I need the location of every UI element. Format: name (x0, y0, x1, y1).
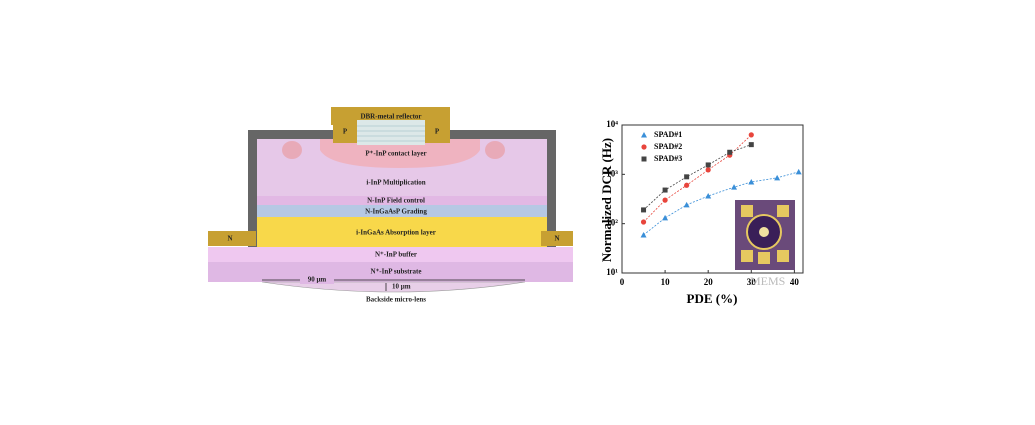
data-point (641, 207, 647, 213)
substrate-layer (208, 262, 573, 282)
label-bg (300, 275, 334, 284)
data-point (683, 201, 690, 208)
data-point (748, 142, 754, 148)
x-tick-label: 20 (704, 277, 714, 287)
layer-label: P⁺-InP contact layer (365, 150, 426, 158)
watermark: MEMS (750, 274, 785, 288)
inset-core (759, 227, 769, 237)
grading-layer (257, 205, 547, 217)
x-axis-label: PDE (%) (687, 291, 738, 306)
device-diagram: DBR-metal reflector P P P⁺-InP contact l… (208, 107, 573, 304)
data-point (727, 149, 733, 155)
legend-label: SPAD#3 (654, 154, 682, 163)
layer-label: N-InGaAsP Grading (365, 208, 427, 216)
p-diffusion (320, 139, 480, 168)
n-contact (208, 231, 256, 246)
data-point (662, 214, 669, 221)
y-axis-label: Normalized DCR (Hz) (599, 138, 614, 262)
series-line (643, 144, 752, 211)
data-point (748, 178, 755, 185)
dimension-label: 10 μm (392, 283, 411, 291)
inset-photo (735, 200, 795, 270)
layer-label: N (554, 235, 559, 243)
y-tick-label: 10² (606, 218, 618, 228)
dimension-label: 90 μm (308, 276, 327, 284)
data-point (748, 132, 754, 138)
data-point (662, 187, 668, 193)
y-tick-label: 10¹ (606, 267, 618, 277)
layer-label: N⁺-InP substrate (371, 268, 422, 276)
layer-label: P (435, 128, 440, 136)
layer-label: i-InGaAs Absorption layer (356, 229, 436, 237)
layer-label: i-InP Multiplication (366, 179, 425, 187)
inset-pad (758, 252, 770, 264)
inset-pad (741, 250, 753, 262)
data-point (795, 168, 802, 175)
series-line (643, 171, 799, 236)
series-line (643, 134, 752, 223)
data-point (684, 182, 690, 188)
layer-label: N (227, 235, 232, 243)
field-layer (257, 196, 547, 205)
layer-label: P (343, 128, 348, 136)
p-contact (425, 120, 450, 143)
lens-label: Backside micro-lens (366, 296, 426, 304)
legend-marker (641, 132, 647, 138)
data-point (731, 184, 738, 190)
buffer-layer (208, 247, 573, 262)
n-contact (541, 231, 573, 246)
guard-ring (282, 141, 302, 159)
data-point (640, 231, 647, 238)
layer-label: N⁺-InP buffer (375, 251, 417, 259)
inset-pad (777, 205, 789, 217)
x-tick-label: 40 (790, 277, 800, 287)
inset-pad (741, 205, 753, 217)
absorption-layer (257, 217, 547, 247)
data-point (640, 219, 647, 225)
inset-pad (777, 250, 789, 262)
y-tick-label: 10⁴ (606, 119, 618, 129)
legend-marker (641, 156, 647, 162)
legend-marker (641, 144, 647, 150)
layer-label: DBR-metal reflector (360, 113, 421, 121)
layer-label: N-InP Field control (367, 197, 425, 205)
legend-label: SPAD#1 (654, 130, 682, 139)
data-point (705, 162, 711, 168)
x-tick-label: 10 (661, 277, 671, 287)
data-point (684, 174, 690, 180)
guard-ring (485, 141, 505, 159)
y-tick-label: 10³ (606, 168, 618, 178)
data-point (705, 167, 711, 173)
micro-lens (261, 281, 526, 293)
p-contact (333, 120, 357, 143)
data-point (774, 174, 781, 181)
dbr-stripes (357, 125, 425, 142)
data-point (662, 197, 668, 203)
chart: Normalized DCR (Hz) PDE (%) 0 10 20 30 40 10¹… (599, 119, 804, 306)
data-point (705, 193, 712, 199)
legend-label: SPAD#2 (654, 142, 682, 151)
x-tick-label: 0 (620, 277, 625, 287)
x-tick-label: 30 (747, 277, 757, 287)
